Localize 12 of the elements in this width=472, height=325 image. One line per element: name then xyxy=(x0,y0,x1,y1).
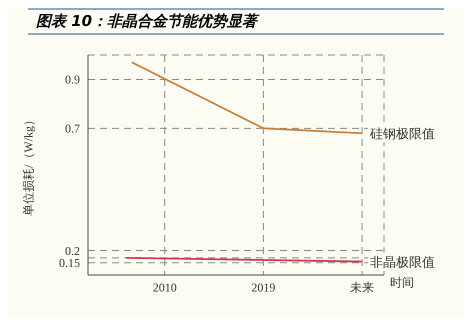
series-label: 非晶极限值 xyxy=(370,254,436,270)
chart-title: 图表 10：非晶合金节能优势显著 xyxy=(28,8,444,35)
y-tick-label: 0.9 xyxy=(65,72,80,87)
series-label: 硅钢极限值 xyxy=(369,126,436,142)
x-tick-label: 2010 xyxy=(152,280,177,295)
y-tick-label: 0.2 xyxy=(65,244,80,258)
x-tick-label: 2019 xyxy=(251,280,276,295)
y-tick-label: 0.7 xyxy=(65,122,80,136)
y-tick-label: 0.15 xyxy=(59,256,80,270)
x-tick-label: 未来 xyxy=(350,280,374,295)
x-axis-title: 时间 xyxy=(390,275,414,290)
y-axis-title: 单位损耗/（W/kg） xyxy=(21,114,36,216)
